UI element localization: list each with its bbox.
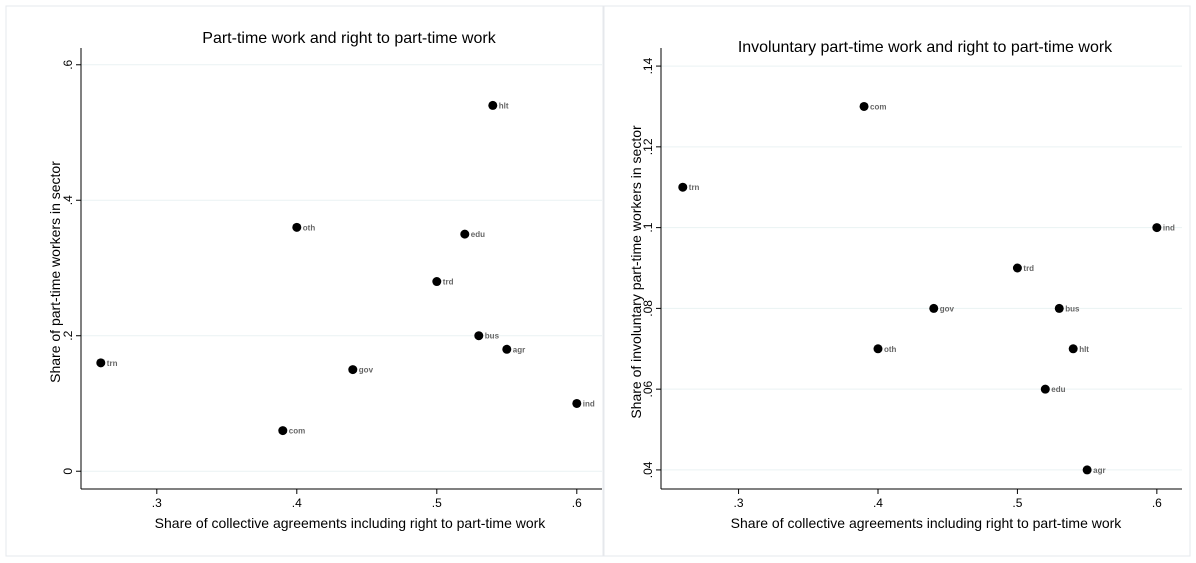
right-chart-panel: Involuntary part-time work and right to … [603,5,1191,557]
right-y-tick-label: .14 [641,57,655,74]
left-point-oth [292,222,302,232]
left-point-label-edu: edu [471,230,485,239]
left-point-label-oth: oth [303,223,316,232]
left-x-tick-label: .4 [292,496,302,510]
right-panel-frame [603,5,1191,557]
left-panel-frame [5,5,604,557]
left-point-trn [96,358,106,368]
left-x-axis-title: Share of collective agreements including… [155,515,547,531]
right-x-tick-label: .6 [1152,496,1162,510]
right-x-tick-label: .4 [873,496,883,510]
left-point-label-trd: trd [443,278,454,287]
right-point-label-trd: trd [1023,264,1034,273]
left-point-gov [348,365,358,375]
right-point-hlt [1068,344,1078,354]
left-point-com [278,426,288,436]
left-x-ticks: .3 .4 .5 .6 [152,489,582,510]
left-x-tick-label: .3 [152,496,162,510]
left-point-label-bus: bus [485,332,500,341]
right-y-tick-label: .08 [641,300,655,317]
right-y-axis-title: Share of involuntary part-time workers i… [628,125,644,419]
right-y-ticks: .04 .06 .08 .1 .12 .14 [641,57,661,478]
right-point-ind [1152,223,1162,233]
right-y-tick-label: .12 [641,138,655,155]
right-point-label-oth: oth [884,345,897,354]
right-axes [660,48,1182,490]
left-y-tick-label: 0 [61,468,75,475]
right-data-points: trn com oth gov trd edu bus hlt agr ind [678,101,1175,475]
right-chart-title: Involuntary part-time work and right to … [738,39,1113,56]
left-x-tick-label: .6 [572,496,582,510]
left-point-ind [572,398,582,408]
left-point-label-agr: agr [513,345,525,354]
right-point-oth [873,344,883,354]
right-x-tick-label: .3 [734,496,744,510]
left-y-tick-label: .4 [61,195,75,205]
left-data-points: trn com oth gov trd edu bus hlt agr ind [96,100,595,436]
left-point-hlt [488,100,498,110]
left-point-label-hlt: hlt [499,101,509,110]
right-point-com [859,101,869,111]
right-gridlines [661,65,1182,471]
right-point-label-hlt: hlt [1079,345,1089,354]
left-point-bus [474,331,484,341]
left-point-label-trn: trn [107,359,118,368]
left-x-tick-label: .5 [432,496,442,510]
right-x-tick-label: .5 [1012,496,1022,510]
right-point-trn [678,182,688,192]
left-y-ticks: 0 .2 .4 .6 [61,59,81,475]
right-point-label-gov: gov [940,304,955,313]
right-point-label-com: com [870,102,886,111]
left-point-edu [460,229,470,239]
left-chart-title: Part-time work and right to part-time wo… [202,30,496,47]
right-y-tick-label: .04 [641,461,655,478]
right-point-label-edu: edu [1051,385,1065,394]
right-point-label-agr: agr [1093,466,1105,475]
left-y-tick-label: .2 [61,330,75,340]
left-axes [80,48,602,490]
left-point-trd [432,277,442,287]
right-x-ticks: .3 .4 .5 .6 [734,489,1162,510]
left-point-label-gov: gov [359,366,374,375]
right-point-label-bus: bus [1065,304,1080,313]
right-point-gov [929,303,939,313]
left-chart-panel: Part-time work and right to part-time wo… [5,5,604,557]
right-point-label-trn: trn [689,183,700,192]
left-gridlines [81,64,602,472]
right-point-label-ind: ind [1163,224,1175,233]
right-point-trd [1012,263,1022,273]
left-point-label-com: com [289,427,305,436]
left-point-label-ind: ind [583,399,595,408]
right-y-tick-label: .06 [641,380,655,397]
right-point-edu [1040,384,1050,394]
left-point-agr [502,344,512,354]
right-y-tick-label: .1 [641,222,655,232]
left-y-axis-title: Share of part-time workers in sector [47,161,63,383]
right-x-axis-title: Share of collective agreements including… [731,515,1123,531]
right-point-bus [1054,303,1064,313]
right-point-agr [1082,465,1092,475]
left-y-tick-label: .6 [61,59,75,69]
